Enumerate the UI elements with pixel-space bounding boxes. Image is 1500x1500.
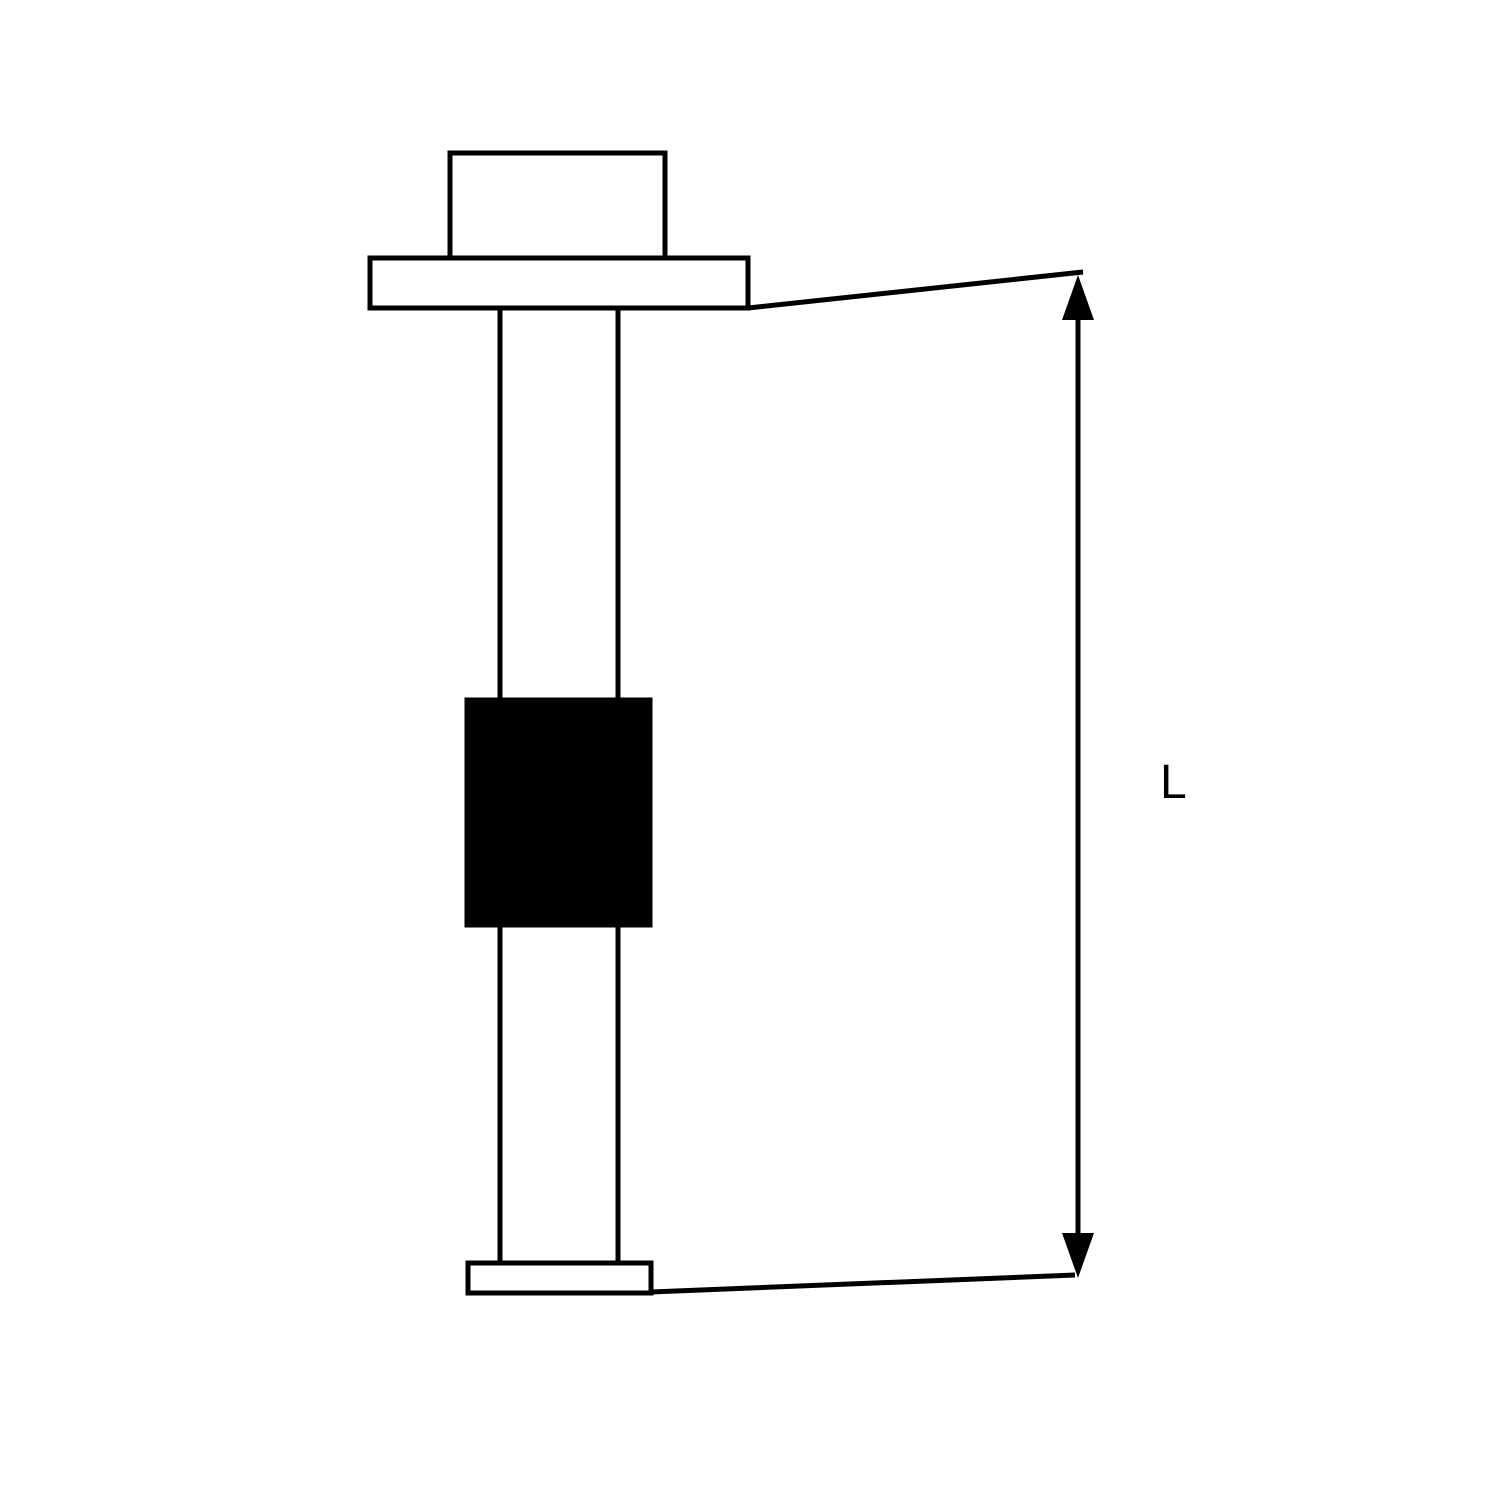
top-cap bbox=[450, 153, 665, 258]
flange bbox=[370, 258, 748, 308]
float bbox=[467, 700, 650, 925]
arrow-top bbox=[1062, 275, 1094, 320]
ext-line-top bbox=[748, 272, 1083, 308]
foot bbox=[468, 1263, 651, 1293]
sensor-diagram bbox=[0, 0, 1500, 1500]
dimension-label-L: L bbox=[1160, 755, 1187, 810]
ext-line-bottom bbox=[651, 1275, 1075, 1292]
arrow-bottom bbox=[1062, 1233, 1094, 1278]
